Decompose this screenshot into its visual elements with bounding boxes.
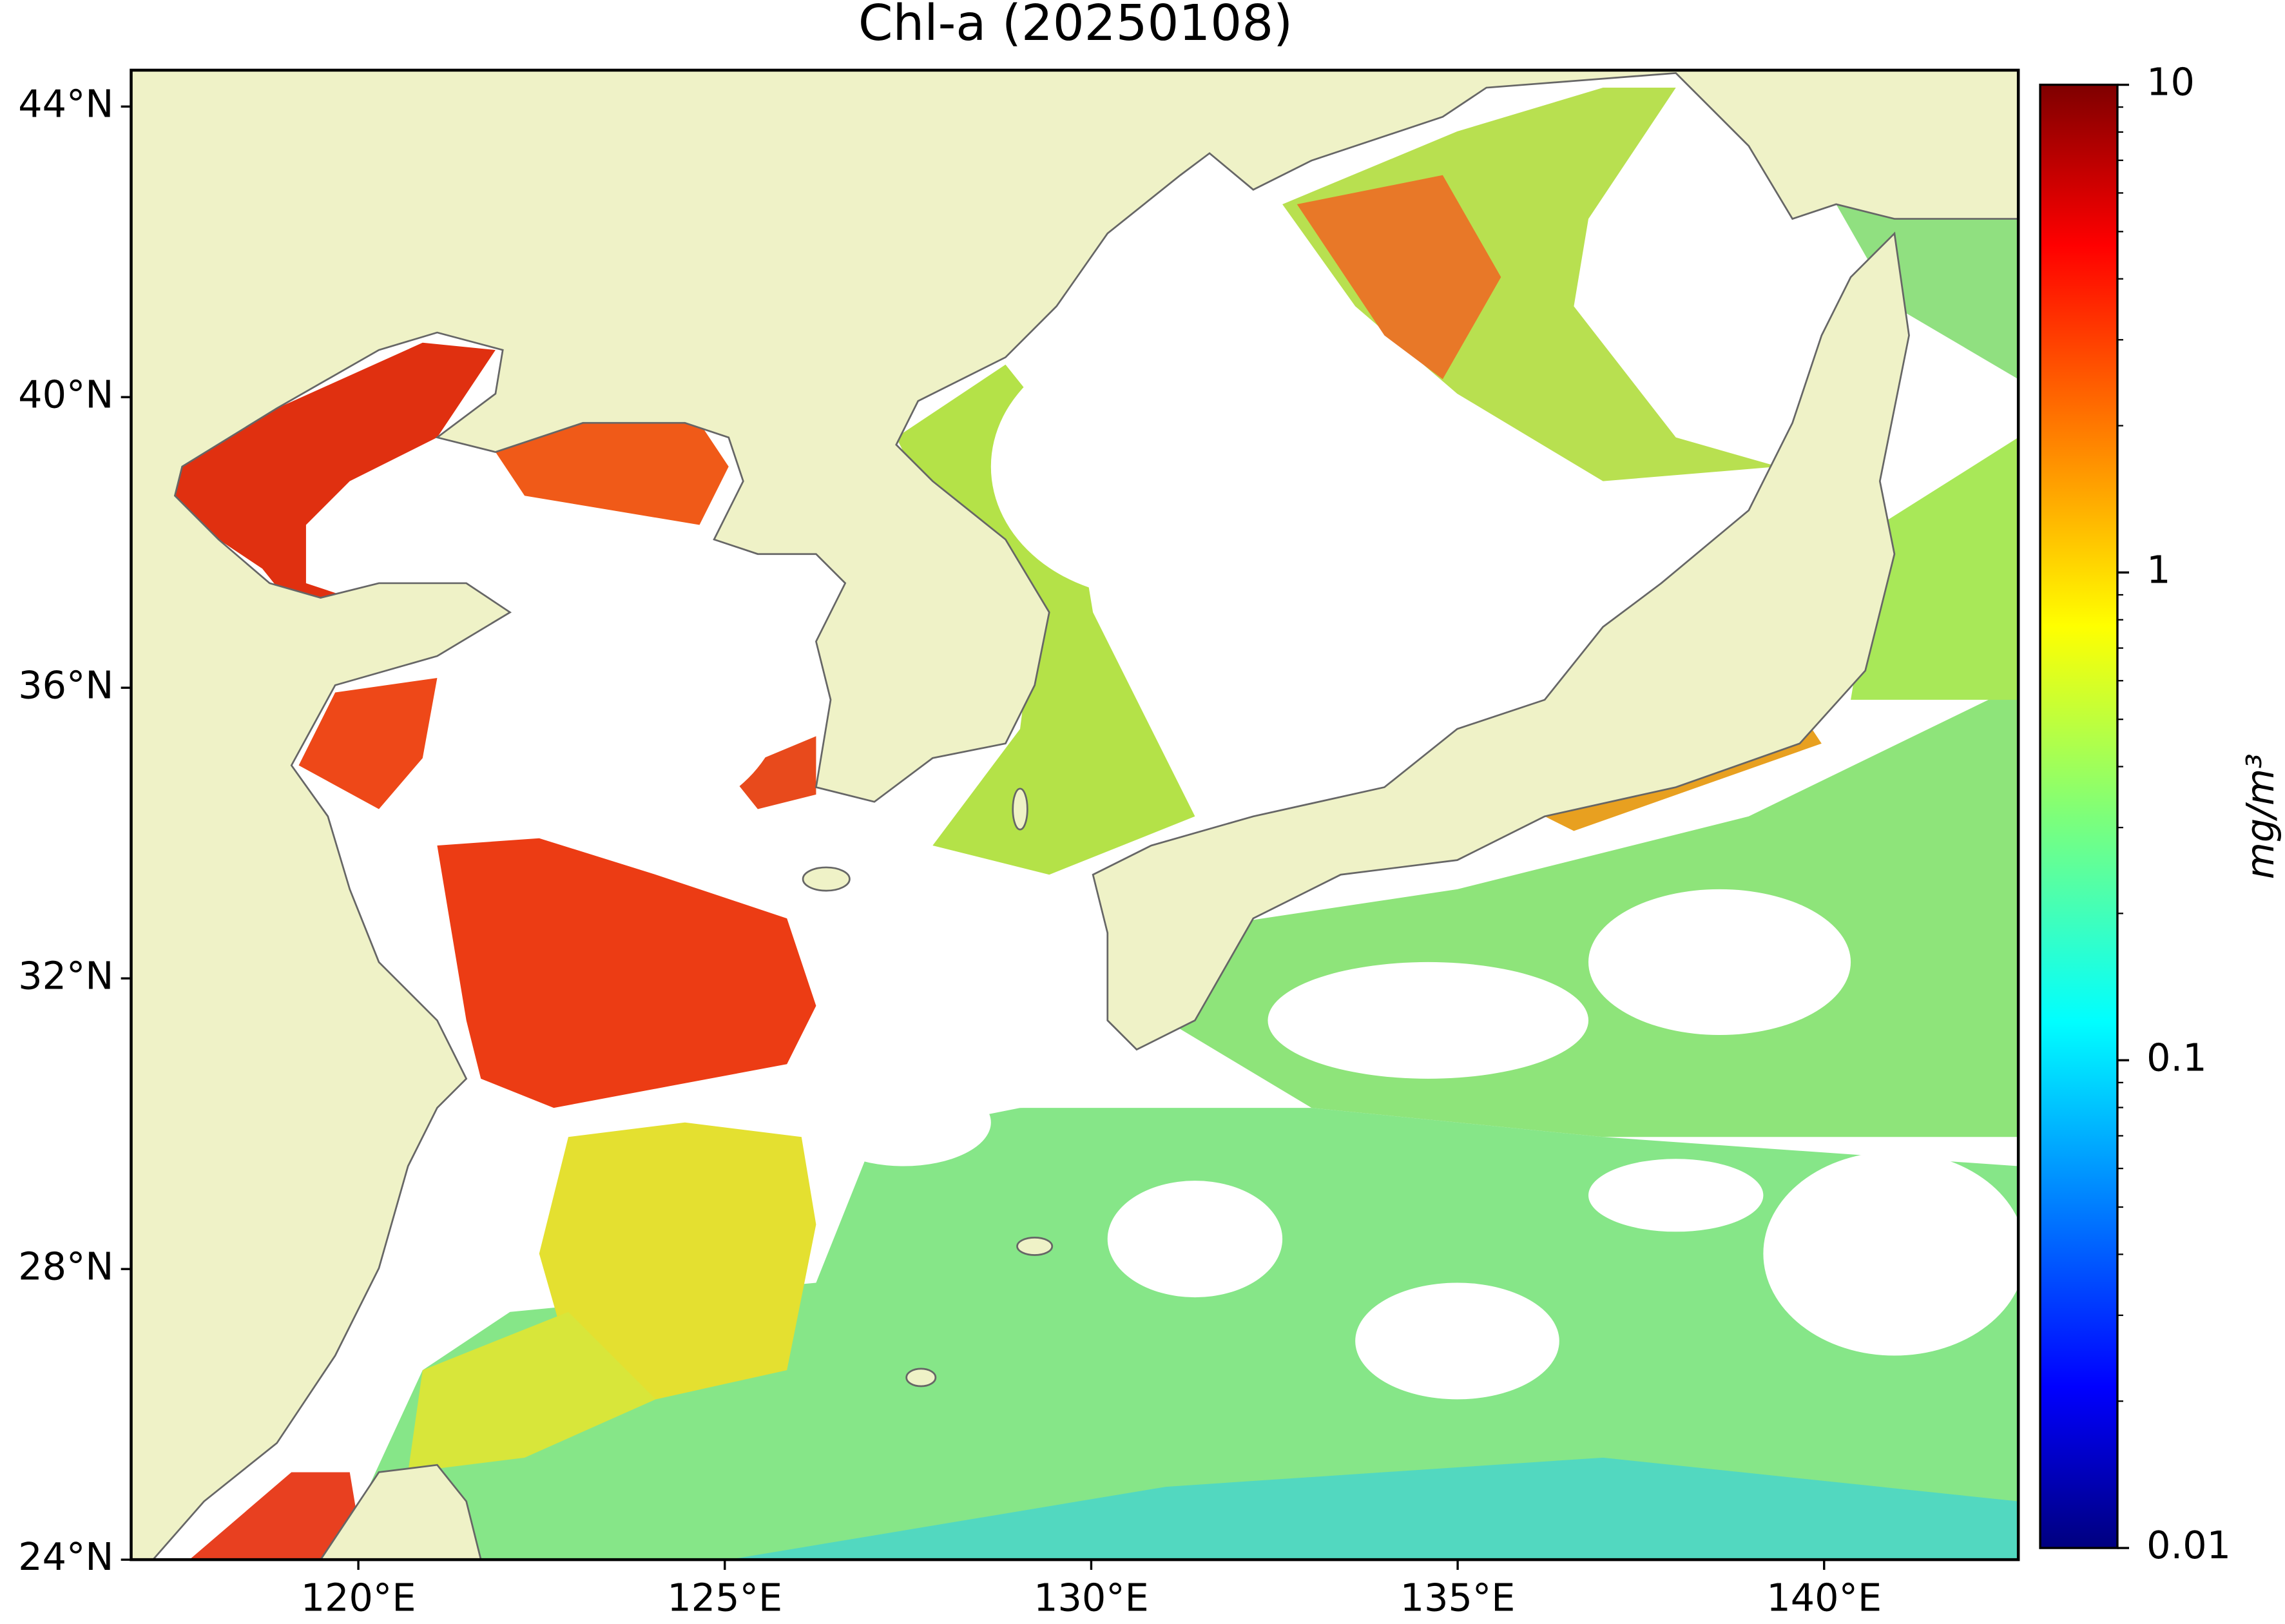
map-frame	[130, 68, 2020, 1561]
y-tick-label: 32°N	[18, 953, 113, 998]
colorbar-tick-label: 0.01	[2146, 1523, 2231, 1567]
y-tick-label: 36°N	[18, 662, 113, 707]
chl-patch	[539, 1122, 816, 1400]
chl-patch	[1851, 437, 2019, 700]
chl-patch	[335, 1108, 2019, 1560]
y-tick-label: 40°N	[18, 372, 113, 416]
chl-patch	[189, 1472, 365, 1560]
chl-patch	[437, 838, 816, 1108]
map-title: Chl-a (20250108)	[858, 0, 1293, 52]
colorbar: mg/m³ 0.01 0.1 1 10	[2039, 60, 2282, 1567]
chl-patch	[175, 342, 496, 605]
colorbar-tick-label: 0.1	[2146, 1035, 2206, 1079]
x-tick-label: 135°E	[1400, 1576, 1516, 1620]
x-tick-label: 125°E	[667, 1576, 782, 1620]
islands	[318, 231, 1910, 1561]
y-tick-label: 28°N	[18, 1244, 113, 1288]
y-tick-label: 44°N	[18, 81, 113, 126]
x-tick-label: 130°E	[1034, 1576, 1149, 1620]
chl-patch	[495, 423, 729, 525]
chl-patch	[1297, 175, 1501, 380]
colorbar-tick-label: 10	[2146, 60, 2195, 104]
chl-patch	[728, 1457, 2019, 1560]
map-area	[130, 68, 2020, 1561]
colorbar-tick-label: 1	[2146, 547, 2170, 592]
chl-patch	[298, 677, 438, 809]
colorbar-scale	[2039, 83, 2119, 1549]
x-tick-label: 120°E	[301, 1576, 416, 1620]
chl-patch	[408, 1311, 656, 1473]
colorbar-label: mg/m³	[2238, 753, 2282, 879]
chlorophyll-field	[175, 88, 2019, 1560]
x-tick-label: 140°E	[1766, 1576, 1882, 1620]
y-tick-label: 24°N	[18, 1534, 113, 1579]
chl-patch	[728, 736, 816, 809]
